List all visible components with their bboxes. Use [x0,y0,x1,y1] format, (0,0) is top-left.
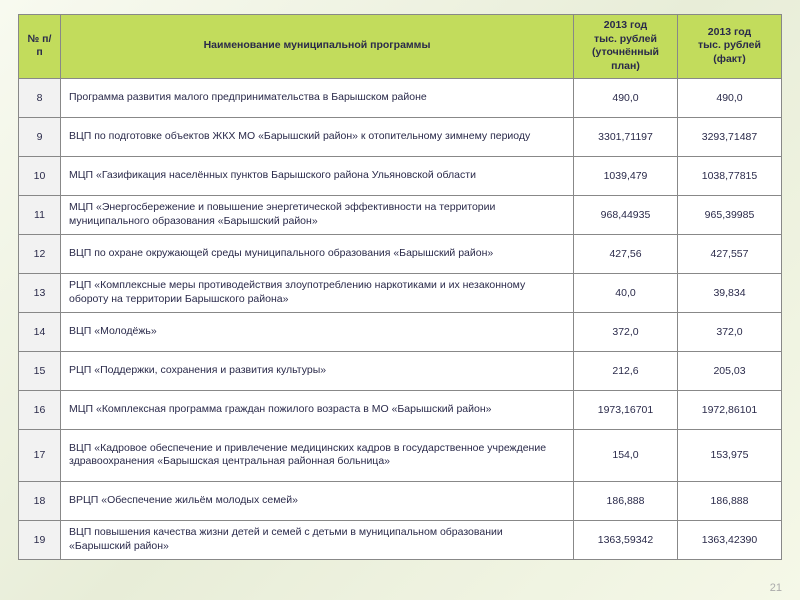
header-number: № п/п [19,15,61,79]
row-number: 13 [19,273,61,312]
header-name: Наименование муниципальной программы [61,15,574,79]
row-plan-value: 490,0 [574,78,678,117]
table-row: 13РЦП «Комплексные меры противодействия … [19,273,782,312]
table-row: 16МЦП «Комплексная программа граждан пож… [19,390,782,429]
row-number: 18 [19,481,61,520]
row-program-name: МЦП «Энергосбережение и повышение энерге… [61,195,574,234]
row-plan-value: 1973,16701 [574,390,678,429]
row-program-name: РЦП «Комплексные меры противодействия зл… [61,273,574,312]
row-program-name: МЦП «Газификация населённых пунктов Бары… [61,156,574,195]
row-fact-value: 490,0 [678,78,782,117]
row-fact-value: 205,03 [678,351,782,390]
row-fact-value: 1972,86101 [678,390,782,429]
row-number: 8 [19,78,61,117]
row-fact-value: 372,0 [678,312,782,351]
table-header-row: № п/п Наименование муниципальной програм… [19,15,782,79]
table-row: 14ВЦП «Молодёжь»372,0372,0 [19,312,782,351]
row-fact-value: 39,834 [678,273,782,312]
row-fact-value: 153,975 [678,429,782,481]
row-number: 17 [19,429,61,481]
row-plan-value: 3301,71197 [574,117,678,156]
header-fact-l1: 2013 год [708,26,751,38]
row-number: 10 [19,156,61,195]
row-program-name: ВЦП «Кадровое обеспечение и привлечение … [61,429,574,481]
row-plan-value: 427,56 [574,234,678,273]
row-program-name: МЦП «Комплексная программа граждан пожил… [61,390,574,429]
row-fact-value: 186,888 [678,481,782,520]
table-row: 15РЦП «Поддержки, сохранения и развития … [19,351,782,390]
row-fact-value: 1038,77815 [678,156,782,195]
row-fact-value: 427,557 [678,234,782,273]
header-plan: 2013 год тыс. рублей (уточнённый план) [574,15,678,79]
table-row: 9ВЦП по подготовке объектов ЖКХ МО «Бары… [19,117,782,156]
table-row: 12ВЦП по охране окружающей среды муницип… [19,234,782,273]
header-fact-l3: (факт) [713,53,745,65]
programs-table: № п/п Наименование муниципальной програм… [18,14,782,560]
row-number: 15 [19,351,61,390]
row-plan-value: 154,0 [574,429,678,481]
row-number: 14 [19,312,61,351]
header-plan-l2: тыс. рублей [594,33,657,45]
row-plan-value: 372,0 [574,312,678,351]
row-plan-value: 186,888 [574,481,678,520]
row-number: 19 [19,520,61,559]
row-number: 11 [19,195,61,234]
row-program-name: РЦП «Поддержки, сохранения и развития ку… [61,351,574,390]
row-program-name: Программа развития малого предпринимател… [61,78,574,117]
row-number: 16 [19,390,61,429]
row-fact-value: 965,39985 [678,195,782,234]
row-program-name: ВЦП по подготовке объектов ЖКХ МО «Барыш… [61,117,574,156]
row-number: 12 [19,234,61,273]
row-fact-value: 3293,71487 [678,117,782,156]
row-plan-value: 1039,479 [574,156,678,195]
page-container: № п/п Наименование муниципальной програм… [0,0,800,568]
table-row: 19ВЦП повышения качества жизни детей и с… [19,520,782,559]
header-plan-l3: (уточнённый план) [592,46,659,72]
row-program-name: ВРЦП «Обеспечение жильём молодых семей» [61,481,574,520]
table-row: 8Программа развития малого предпринимате… [19,78,782,117]
header-fact: 2013 год тыс. рублей (факт) [678,15,782,79]
row-plan-value: 1363,59342 [574,520,678,559]
header-number-text: № п/п [28,33,52,59]
table-row: 10МЦП «Газификация населённых пунктов Ба… [19,156,782,195]
table-row: 11МЦП «Энергосбережение и повышение энер… [19,195,782,234]
header-fact-l2: тыс. рублей [698,39,761,51]
row-number: 9 [19,117,61,156]
header-name-text: Наименование муниципальной программы [204,39,431,51]
row-program-name: ВЦП по охране окружающей среды муниципал… [61,234,574,273]
table-row: 18ВРЦП «Обеспечение жильём молодых семей… [19,481,782,520]
row-fact-value: 1363,42390 [678,520,782,559]
page-number: 21 [770,582,782,594]
table-row: 17ВЦП «Кадровое обеспечение и привлечени… [19,429,782,481]
row-plan-value: 212,6 [574,351,678,390]
row-plan-value: 40,0 [574,273,678,312]
row-program-name: ВЦП повышения качества жизни детей и сем… [61,520,574,559]
header-plan-l1: 2013 год [604,19,647,31]
row-program-name: ВЦП «Молодёжь» [61,312,574,351]
row-plan-value: 968,44935 [574,195,678,234]
table-body: 8Программа развития малого предпринимате… [19,78,782,559]
